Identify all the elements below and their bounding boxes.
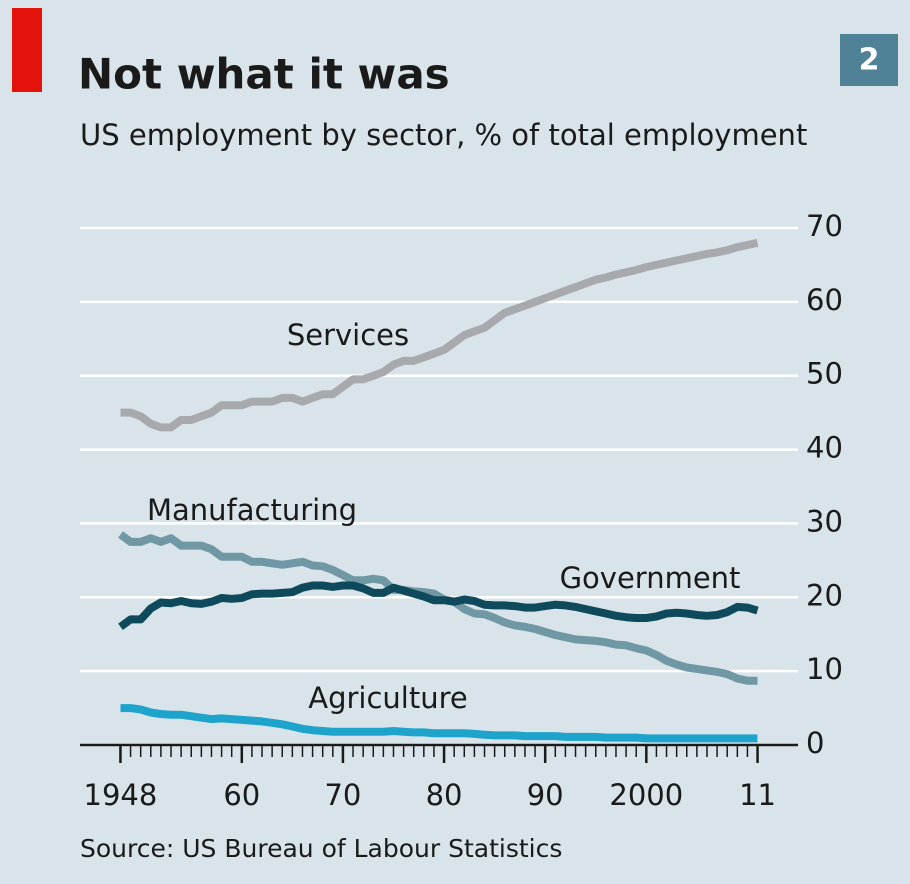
chart-title: Not what it was [78, 50, 450, 99]
chart-number-badge [840, 34, 898, 86]
y-tick-label: 40 [806, 431, 843, 465]
source: Source: US Bureau of Labour Statistics [80, 834, 562, 863]
x-tick-label: 2000 [609, 778, 683, 812]
series-line [120, 238, 759, 432]
series-line [118, 581, 759, 631]
series-label: Agriculture [308, 681, 468, 715]
y-tick-label: 0 [806, 726, 824, 760]
y-tick-label: 20 [806, 578, 843, 612]
y-tick-label: 60 [806, 283, 843, 317]
y-tick-label: 10 [806, 652, 843, 686]
chart-number: 2 [859, 43, 880, 78]
x-tick-label: 70 [324, 778, 361, 812]
series-label: Government [560, 561, 741, 595]
chart-subtitle: US employment by sector, % of total empl… [80, 118, 807, 152]
x-tick-label: 11 [739, 778, 776, 812]
red-tag [12, 8, 42, 92]
y-tick-label: 50 [806, 357, 843, 391]
x-tick-label: 60 [223, 778, 260, 812]
series-label: Services [287, 318, 409, 352]
y-tick-label: 70 [806, 209, 843, 243]
x-tick-label: 90 [527, 778, 564, 812]
x-tick-label: 1948 [84, 778, 158, 812]
series-line [120, 704, 758, 743]
y-tick-label: 30 [806, 504, 843, 538]
x-tick-label: 80 [426, 778, 463, 812]
series-label: Manufacturing [147, 493, 357, 527]
